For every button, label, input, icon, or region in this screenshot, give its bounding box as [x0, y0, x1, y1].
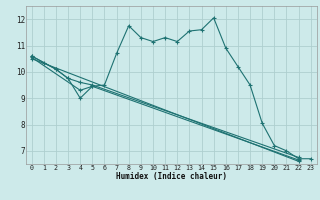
X-axis label: Humidex (Indice chaleur): Humidex (Indice chaleur)	[116, 172, 227, 181]
